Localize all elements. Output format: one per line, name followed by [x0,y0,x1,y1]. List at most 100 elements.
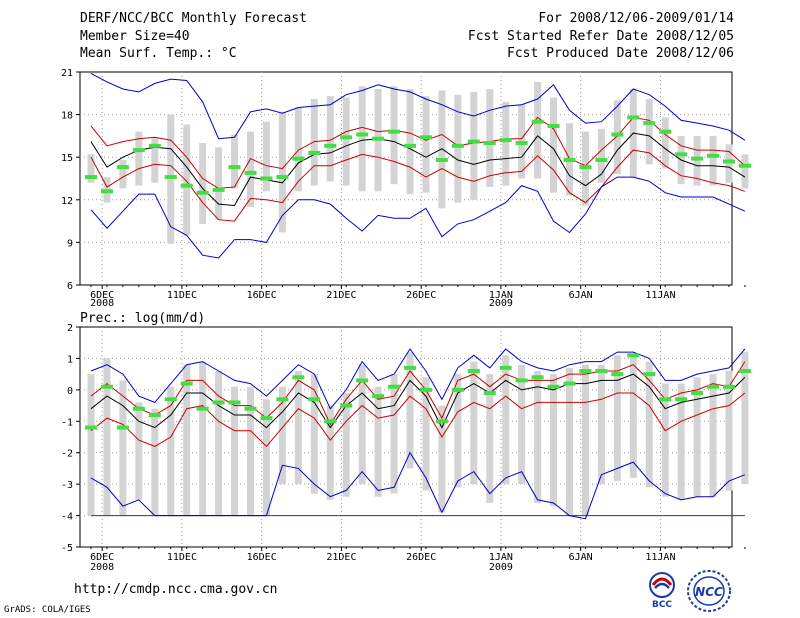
temp-median-marker [404,143,416,148]
temp-xtick-label: 6DEC [90,290,114,301]
temp-median-marker [419,135,432,140]
temp-median-marker [228,165,241,170]
temp-member-box [725,144,733,183]
temp-median-marker [244,170,257,175]
temp-median-marker [467,139,480,144]
prec-median-marker [324,419,337,424]
ncc-logo-icon: NCC [687,570,731,612]
prec-median-marker [563,381,576,386]
prec-median-marker [292,375,305,380]
prec-ytick-label: -4 [61,512,73,523]
temp-median-marker [611,132,624,137]
temp-member-box [741,154,749,189]
prec-member-box [215,371,223,516]
prec-median-marker [276,397,289,402]
prec-member-box [597,364,605,485]
temp-median-marker [579,165,592,170]
prec-median-marker [388,384,401,389]
temp-member-box [294,107,302,192]
temp-xtick-label: 6JAN [569,290,593,301]
prec-member-box [534,371,542,503]
temp-member-box [709,135,717,186]
prec-series-min [90,451,746,520]
temp-median-marker [707,153,720,158]
temp-median-marker [260,176,273,181]
temp-median-marker [292,156,305,161]
prec-series-mean [90,373,746,429]
member-size: Member Size=40 [80,29,190,44]
temp-median-marker [324,143,337,148]
prec-median-marker [132,406,145,411]
temp-median-marker [372,136,385,141]
temp-member-box [486,89,494,188]
prec-ytick-label: 1 [67,354,73,365]
prec-member-box [103,358,111,516]
temp-series-min [90,176,746,259]
prec-ytick-label: -1 [61,417,73,428]
prec-member-box [502,355,510,485]
prec-member-box [677,383,685,500]
temp-median-marker [515,141,528,145]
temp-member-box [661,117,669,169]
temp-member-box [406,89,414,195]
prec-member-box [438,405,446,513]
prec-median-marker [148,413,161,417]
temp-median-marker [116,165,129,170]
prec-xtick-label: 21DEC [326,552,356,563]
temp-median-marker [691,156,704,161]
temp-xtick-year-label: 2009 [489,298,513,309]
temp-median-marker [499,138,512,143]
prec-member-box [645,361,653,488]
temp-member-box [342,97,350,186]
prec-xtick-label: 1JAN [489,552,513,563]
temp-member-box [550,97,558,193]
temp-median-marker [100,189,113,194]
prec-member-box [262,399,270,516]
grads-credit: GrADS: COLA/IGES [4,605,91,615]
temp-xtick-label: 26DEC [406,290,436,301]
temp-member-box [502,101,510,186]
prec-member-box [550,374,558,507]
source-url[interactable]: http://cmdp.ncc.cma.gov.cn [74,582,278,597]
prec-member-box [661,383,669,497]
prec-member-box [358,364,366,485]
temp-xtick-label: 16DEC [247,290,277,301]
bcc-logo-icon: BCC [649,572,675,609]
prec-median-marker [659,397,672,402]
temp-ytick-label: 6 [67,281,73,292]
prec-member-box [326,405,334,500]
temp-xtick-label: 11DEC [167,290,197,301]
prec-median-marker [212,400,225,405]
temp-ytick-label: 15 [61,153,73,164]
temp-member-box [247,131,254,207]
prec-median-marker [451,387,464,392]
temp-median-marker [738,163,751,168]
temp-member-box [326,96,334,182]
prec-median-marker [483,391,496,395]
prec-member-box [629,355,637,478]
temp-median-marker [356,132,369,137]
prec-median-marker [515,378,528,383]
temp-member-box [262,121,270,192]
prec-median-marker [404,365,416,370]
prec-xtick-year-label: 2009 [489,562,513,573]
prec-member-box [374,386,382,497]
prec-xtick-label: 6JAN [569,552,593,563]
prec-ytick-label: -2 [61,449,73,460]
prec-median-marker [547,384,560,389]
prec-median-marker [723,384,735,389]
temp-member-box [454,94,462,203]
variable-label: Mean Surf. Temp.: °C [80,46,237,61]
prec-member-box [231,386,239,516]
prec-member-box [486,374,494,503]
prec-member-box [135,402,143,500]
produced-date: Fcst Produced Date 2008/12/06 [507,46,734,61]
prec-median-marker [675,397,688,402]
prec-member-box [87,374,95,516]
temp-member-box [119,160,127,189]
prec-member-box [741,352,749,485]
prec-ytick-label: 0 [67,386,73,397]
temp-median-marker [547,123,560,128]
prec-median-marker [691,391,704,395]
